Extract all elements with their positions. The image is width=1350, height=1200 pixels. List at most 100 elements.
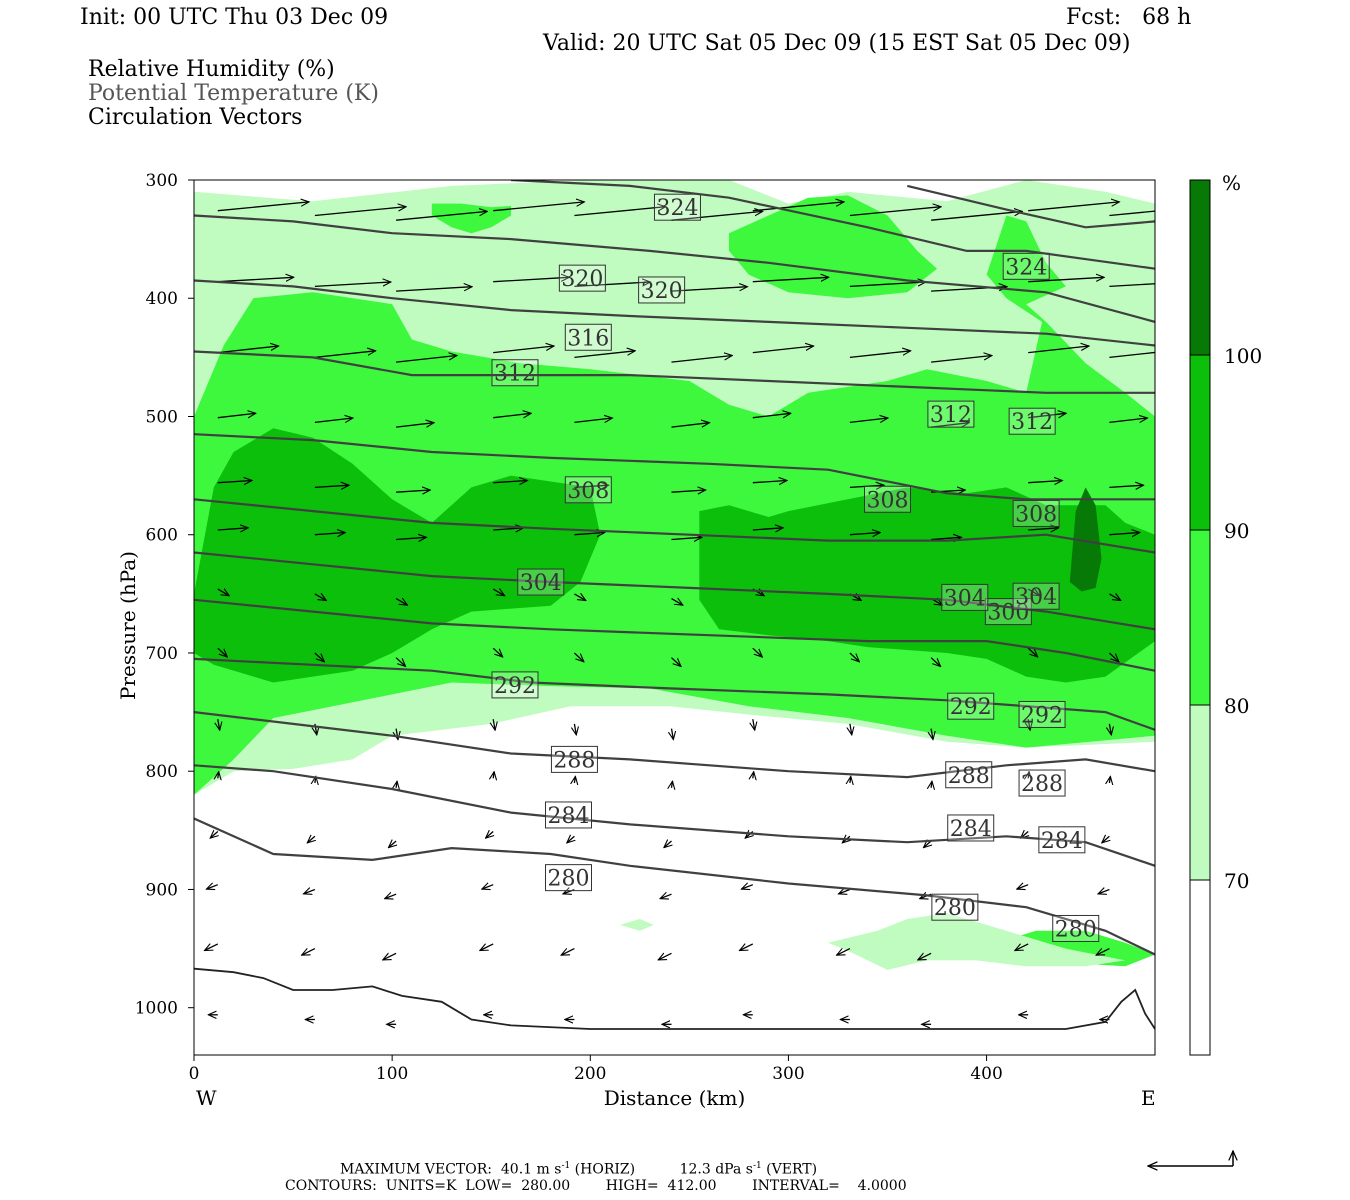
circulation-vector — [1028, 481, 1062, 483]
contour-label-box — [544, 864, 592, 892]
circulation-vector — [849, 207, 941, 217]
circulation-vector — [314, 418, 353, 424]
circulation-vector — [314, 351, 376, 359]
contour-label-box — [550, 745, 598, 773]
contour-label-box — [927, 400, 975, 428]
contour-label-box — [945, 761, 993, 789]
contour-label-box — [638, 276, 686, 304]
circulation-vector — [1028, 772, 1029, 779]
circulation-vector — [850, 776, 851, 783]
contour-label-316: 316 — [567, 326, 609, 351]
contour-label-324: 324 — [656, 196, 698, 221]
circulation-vector — [574, 485, 608, 487]
circulation-vectors — [205, 202, 1155, 1024]
circulation-vector — [672, 728, 674, 740]
circulation-vector — [850, 723, 852, 735]
circulation-vector — [931, 423, 969, 428]
circulation-vector — [660, 894, 672, 898]
humidity-region — [194, 428, 601, 683]
x-axis-title: Distance (km) — [604, 1086, 746, 1110]
circulation-vector — [574, 282, 650, 288]
contour-label-284: 284 — [950, 817, 992, 842]
legend-vectors: Circulation Vectors — [88, 105, 303, 130]
circulation-vector — [1028, 528, 1058, 530]
circulation-vector — [671, 423, 710, 428]
circulation-vector — [493, 719, 495, 730]
humidity-region — [699, 487, 1155, 683]
circulation-vector — [1027, 589, 1039, 596]
circulation-vector — [574, 418, 612, 424]
circulation-vector — [561, 949, 575, 956]
circulation-vector — [493, 413, 531, 419]
humidity-region — [996, 930, 1155, 967]
circulation-vector — [395, 599, 407, 606]
circulation-vector — [567, 836, 575, 843]
colorbar-segment — [1190, 705, 1210, 880]
circulation-vector — [314, 594, 326, 601]
circulation-vector — [573, 652, 584, 662]
contour-label-308: 308 — [567, 479, 609, 504]
circulation-vector — [314, 485, 349, 487]
colorbar: 100 90 80 70% — [1189, 171, 1262, 1056]
y-axis-title: Pressure (hPa) — [116, 551, 140, 700]
circulation-vector — [389, 841, 397, 848]
circulation-vector — [849, 351, 911, 359]
circulation-vector — [493, 772, 494, 779]
circulation-vector — [396, 537, 426, 539]
contour-label-304: 304 — [520, 571, 562, 596]
contour-label-288: 288 — [553, 748, 595, 773]
circulation-vector — [314, 652, 325, 662]
circulation-vector — [1109, 283, 1155, 288]
forecast-hour: Fcst: 68 h — [1066, 5, 1192, 30]
circulation-vector — [1109, 533, 1139, 535]
theta-contour-292 — [194, 657, 1155, 731]
circulation-vector — [1027, 647, 1038, 657]
terrain-surface-line — [194, 967, 1155, 1030]
contour-label-box — [491, 671, 539, 699]
theta-contour-288 — [194, 711, 1155, 779]
plot-frame — [193, 179, 1156, 1056]
circulation-vector — [217, 528, 248, 530]
contour-label-304: 304 — [944, 586, 986, 611]
contour-label-312: 312 — [1011, 410, 1053, 435]
contour-label-box — [1018, 769, 1066, 797]
x-end-label-east: E — [1141, 1086, 1156, 1110]
circulation-vector — [1109, 485, 1143, 487]
circulation-vector — [395, 657, 406, 667]
x-end-label-west: W — [196, 1086, 217, 1110]
max-vector-label: MAXIMUM VECTOR: — [340, 1161, 492, 1178]
circulation-vector — [217, 589, 229, 596]
circulation-vector — [385, 894, 397, 898]
theta-contour-300 — [194, 598, 1155, 672]
reference-vector-icon — [1148, 1151, 1233, 1166]
colorbar-label: 80 — [1224, 694, 1249, 718]
y-tick-label: 600 — [146, 526, 178, 546]
legend-rh: Relative Humidity (%) — [88, 57, 335, 82]
contour-label-box — [1008, 407, 1056, 435]
circulation-vector — [304, 890, 316, 894]
contour-label-292: 292 — [1021, 703, 1063, 728]
y-tick-label: 300 — [146, 171, 178, 191]
theta-contour-320 — [194, 279, 1155, 347]
circulation-vector — [302, 949, 316, 956]
y-tick-label: 800 — [146, 762, 178, 782]
circulation-vector — [658, 953, 672, 960]
y-tick-label: 700 — [146, 644, 178, 664]
contour-label-box — [864, 485, 912, 513]
contour-label-292: 292 — [494, 674, 536, 699]
contour-label-box — [544, 801, 592, 829]
circulation-vector — [839, 890, 851, 894]
circulation-vector — [931, 356, 992, 363]
axes: 300 400 500 600 700 800 900 1000 0 100 200 300 400 W E… — [116, 171, 1156, 1110]
contour-label-box — [931, 893, 979, 921]
circulation-vector — [383, 953, 397, 960]
contour-label-box — [491, 359, 539, 387]
circulation-vector — [217, 413, 256, 419]
contour-label-324: 324 — [1005, 255, 1047, 280]
colorbar-segment — [1190, 530, 1210, 705]
contour-label-box — [947, 814, 995, 842]
circulation-vector — [314, 533, 345, 535]
circulation-vector — [849, 418, 888, 424]
colorbar-segment — [1190, 880, 1210, 1055]
x-tick-label: 400 — [970, 1064, 1002, 1084]
